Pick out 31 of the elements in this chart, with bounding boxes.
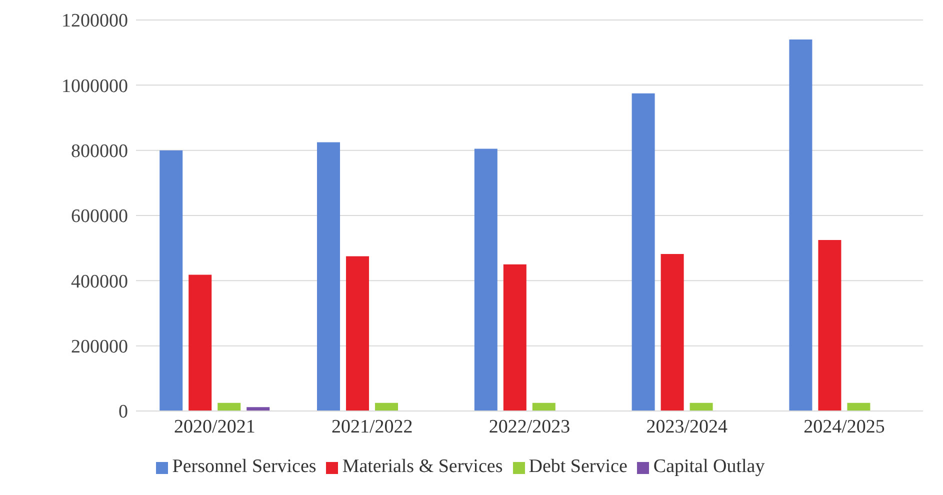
bar (188, 274, 212, 411)
y-tick-label: 600000 (71, 206, 128, 228)
legend-label: Capital Outlay (653, 456, 765, 477)
bar (218, 402, 241, 411)
x-tick-label: 2022/2023 (488, 416, 570, 438)
legend-label: Debt Service (528, 456, 628, 477)
y-tick-label: 800000 (71, 141, 128, 162)
x-tick-label: 2024/2025 (804, 416, 885, 438)
bar (474, 148, 498, 411)
bar (532, 402, 556, 411)
y-tick-label: 400000 (71, 271, 128, 292)
x-tick-label: 2020/2021 (174, 416, 256, 438)
bar (632, 93, 655, 411)
bar (690, 402, 713, 411)
bar (660, 254, 684, 411)
legend-label: Personnel Services (172, 456, 316, 477)
bar (375, 402, 398, 411)
x-tick-label: 2023/2024 (646, 416, 728, 438)
y-tick-label: 1000000 (62, 76, 128, 97)
y-tick-label: 200000 (71, 336, 128, 358)
y-tick-label: 0 (118, 402, 128, 423)
y-tick-label: 1200000 (62, 10, 128, 32)
bar (789, 40, 812, 411)
bar (160, 150, 183, 411)
x-tick-label: 2021/2022 (331, 416, 413, 438)
bar (818, 240, 842, 411)
bar (346, 256, 370, 411)
bar (847, 402, 870, 411)
bar (503, 264, 526, 411)
legend-label: Materials & Services (342, 456, 503, 477)
bar (317, 142, 340, 411)
